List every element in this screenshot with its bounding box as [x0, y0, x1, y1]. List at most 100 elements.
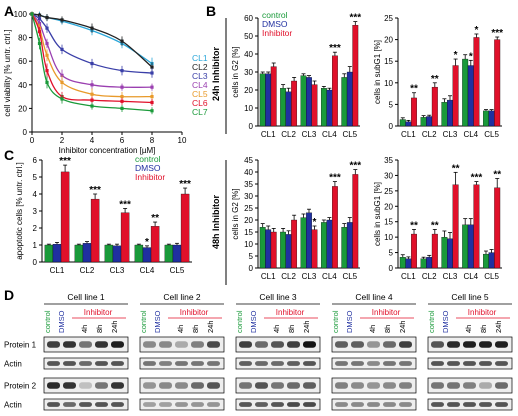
x-tick-label: CL3 — [302, 272, 317, 281]
y-tick-label: 40 — [18, 81, 27, 90]
y-tick-label: 5 — [33, 173, 38, 182]
blot-band — [175, 361, 188, 366]
data-point — [150, 65, 154, 69]
blot-band — [79, 402, 92, 407]
x-tick-label: CL2 — [281, 272, 296, 281]
blot-lane-label: 4h — [176, 325, 185, 333]
significance-star: *** — [349, 161, 361, 172]
x-tick-label: CL2 — [281, 130, 296, 139]
blot-band — [399, 382, 412, 389]
data-point — [60, 80, 64, 85]
data-point — [120, 69, 124, 73]
blot-band — [383, 382, 396, 389]
blot-band — [367, 341, 380, 348]
y-tick-label: 40 — [244, 50, 253, 59]
blot-group-inhibitor: Inhibitor — [372, 308, 401, 317]
bar-inhibitor — [311, 229, 318, 269]
blot-band — [239, 382, 252, 389]
x-tick-label: CL3 — [110, 266, 125, 275]
blot-lane-label: 24h — [302, 320, 311, 333]
y-tick-label: 10 — [384, 233, 393, 242]
y-tick-label: 15 — [384, 218, 393, 227]
y-tick-label: 20 — [244, 86, 253, 95]
blot-group-inhibitor: Inhibitor — [180, 308, 209, 317]
panel-label-a: A — [4, 3, 14, 19]
bar-control — [44, 244, 54, 263]
blot-band — [47, 402, 60, 407]
blot-band — [351, 402, 364, 407]
blot-band — [255, 402, 268, 407]
bar-dmso — [52, 243, 62, 263]
bar-inhibitor — [411, 97, 417, 127]
blot-band — [175, 402, 188, 407]
legend-dmso: DMSO — [135, 163, 161, 173]
bar-dmso — [265, 73, 272, 127]
bar-dmso — [488, 252, 495, 269]
legend-inhibitor: Inhibitor — [135, 172, 165, 182]
blot-cell-line-title: Cell line 4 — [355, 292, 393, 302]
bar-inhibitor — [473, 184, 480, 269]
blot-band — [335, 341, 348, 348]
data-point — [90, 98, 94, 102]
data-point — [45, 80, 49, 85]
y-tick-label: 20 — [384, 36, 393, 45]
blot-lane-label: 8h — [191, 325, 200, 333]
y-tick-label: 20 — [18, 104, 27, 113]
x-tick-label: CL4 — [322, 272, 337, 281]
blot-band — [79, 361, 92, 366]
x-tick-label: CL1 — [401, 130, 416, 139]
blot-band — [303, 361, 316, 366]
panel-b-subg1-48h-chart: 0 5 10 15 20 25 30 35 cells in subG1 [%] CL1 ** CL2… — [373, 156, 502, 281]
blot-band — [479, 341, 492, 348]
bar-control — [320, 88, 327, 127]
blot-band — [143, 361, 156, 366]
blot-band — [143, 382, 156, 389]
bar-inhibitor — [291, 80, 298, 127]
blot-band — [303, 402, 316, 407]
significance-star: * — [454, 50, 458, 61]
bar-inhibitor — [494, 39, 501, 127]
y-tick-label: 40 — [244, 168, 253, 177]
legend-cl2: CL2 — [192, 62, 208, 72]
blot-band — [447, 361, 460, 366]
blot-band — [495, 341, 508, 348]
x-tick-label: CL5 — [484, 130, 499, 139]
blot-band — [255, 341, 268, 348]
y-tick-label: 0 — [389, 264, 394, 273]
x-tick-label: CL5 — [342, 130, 357, 139]
data-point — [120, 99, 124, 103]
blot-band — [191, 382, 204, 389]
bar-control — [341, 77, 348, 127]
panel-d-western-blot: Protein 1 Actin Protein 2 Actin Cell line 1 c… — [4, 292, 513, 411]
x-tick-label: CL4 — [140, 266, 155, 275]
x-tick-label: CL2 — [80, 266, 95, 275]
blot-lane-label: 24h — [398, 320, 407, 333]
bar-dmso — [306, 77, 312, 127]
blot-band — [463, 382, 476, 389]
blot-band — [159, 341, 172, 348]
x-tick-label: CL2 — [422, 130, 437, 139]
blot-lane-label: 8h — [479, 325, 488, 333]
blot-group-control: control — [331, 310, 340, 333]
data-point — [90, 61, 94, 66]
data-point — [150, 109, 154, 113]
bar-dmso — [82, 243, 92, 263]
bar-control — [74, 244, 84, 263]
panel-label-c: C — [4, 147, 14, 163]
blot-lane-label: 4h — [272, 325, 281, 333]
y-tick-label: 30 — [384, 171, 393, 180]
panel-b-g2-48h-chart: 0 5 10 15 20 25 30 35 40 45 cells in G2 [%] CL1 CL2 C… — [231, 156, 361, 281]
blot-band — [207, 382, 220, 389]
legend-cl4: CL4 — [192, 80, 208, 90]
y-tick-label: 30 — [244, 68, 253, 77]
blot-lane-label: 4h — [464, 325, 473, 333]
data-point — [90, 92, 94, 96]
blot-band — [287, 382, 300, 389]
bar-dmso — [447, 238, 453, 269]
blot-band — [207, 361, 220, 366]
bar-control — [399, 119, 406, 127]
bar-dmso — [112, 245, 122, 263]
data-point — [120, 39, 124, 43]
x-tick-label: CL3 — [443, 272, 458, 281]
